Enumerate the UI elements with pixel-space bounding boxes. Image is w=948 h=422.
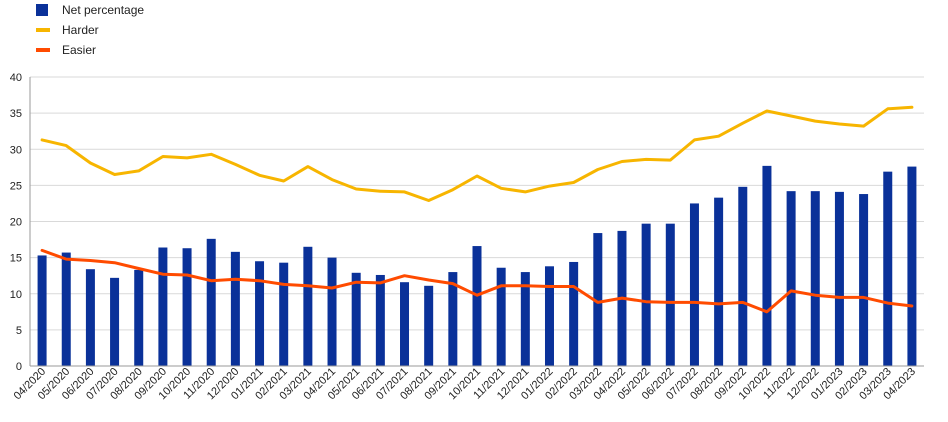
bar-net: [738, 186, 748, 366]
bar-net: [110, 277, 120, 366]
bar-net: [158, 247, 168, 366]
y-tick-label: 10: [10, 289, 22, 301]
legend-item-harder: Harder: [36, 20, 144, 40]
bar-net: [255, 261, 265, 366]
legend-label-easier: Easier: [62, 43, 97, 57]
legend-swatch-harder: [36, 28, 50, 32]
bar-net: [520, 272, 530, 366]
y-tick-label: 0: [16, 361, 22, 373]
bar-net: [206, 238, 216, 366]
bar-net: [907, 166, 917, 366]
legend-label-harder: Harder: [62, 23, 99, 37]
y-tick-label: 35: [10, 108, 22, 120]
bar-net: [641, 223, 651, 366]
y-tick-label: 20: [10, 217, 22, 229]
bar-net: [37, 255, 47, 366]
bar-net: [762, 165, 772, 366]
bar-net: [85, 269, 95, 366]
bar-net: [593, 233, 603, 366]
y-tick-label: 15: [10, 253, 22, 265]
y-tick-label: 25: [10, 180, 22, 192]
bar-net: [303, 246, 313, 366]
bar-net: [665, 223, 675, 366]
bar-net: [714, 197, 724, 366]
bar-net: [810, 191, 820, 366]
bar-net: [472, 246, 482, 366]
legend-swatch-net: [36, 4, 48, 16]
legend-swatch-easier: [36, 48, 50, 52]
bar-net: [61, 252, 71, 366]
bar-net: [279, 262, 289, 366]
bar-net: [424, 285, 434, 366]
y-tick-label: 5: [16, 325, 22, 337]
bar-net: [859, 194, 869, 366]
legend-label-net: Net percentage: [62, 3, 145, 17]
bar-net: [883, 171, 893, 366]
bar-net: [786, 191, 796, 366]
y-tick-label: 40: [10, 72, 22, 84]
legend-item-net: Net percentage: [36, 0, 144, 20]
bar-net: [134, 269, 144, 366]
bar-net: [496, 267, 506, 366]
bar-net: [569, 261, 579, 366]
y-tick-label: 30: [10, 144, 22, 156]
bar-net: [375, 274, 385, 366]
bar-net: [689, 203, 699, 366]
bar-net: [448, 272, 458, 366]
legend-item-easier: Easier: [36, 40, 144, 60]
line-easier: [40, 248, 914, 314]
line-harder: [40, 105, 914, 202]
bar-net: [544, 266, 554, 366]
bar-net: [400, 282, 410, 366]
bar-net: [834, 191, 844, 366]
chart-legend: Net percentage Harder Easier: [36, 0, 144, 60]
bar-net: [182, 248, 192, 366]
bar-net: [351, 272, 361, 366]
bar-net: [327, 257, 337, 366]
bar-net: [230, 251, 240, 366]
